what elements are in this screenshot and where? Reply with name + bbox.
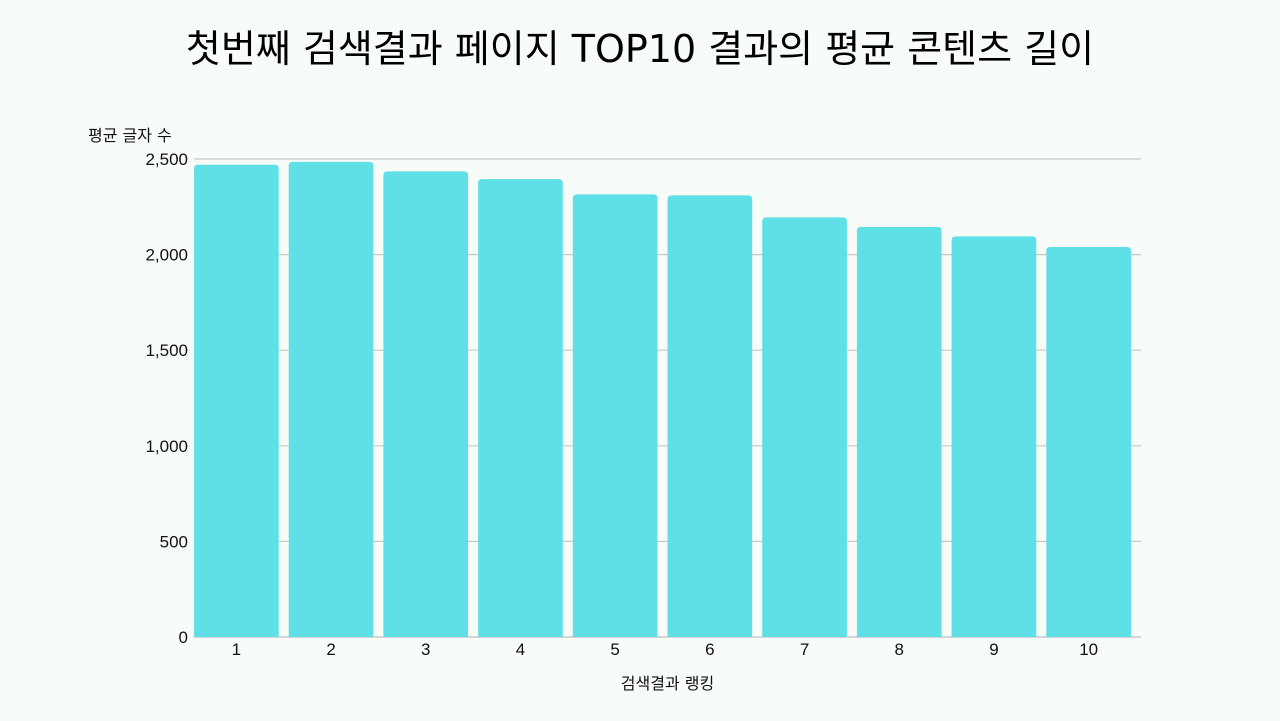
bars — [194, 161, 1131, 638]
x-tick-label: 4 — [516, 640, 525, 659]
bar-10 — [1046, 246, 1131, 637]
bar-4 — [478, 179, 563, 638]
bar-7 — [762, 217, 847, 638]
bar-6 — [667, 195, 753, 637]
y-tick-labels: 0 500 1,000 1,500 2,000 2,500 — [145, 150, 188, 647]
y-tick-label: 500 — [160, 532, 188, 551]
chart-title: 첫번째 검색결과 페이지 TOP10 결과의 평균 콘텐츠 길이 — [185, 27, 1095, 71]
x-tick-label: 2 — [326, 640, 335, 659]
x-tick-label: 1 — [232, 640, 241, 659]
x-tick-labels: 1 2 3 4 5 6 7 8 9 10 — [232, 640, 1098, 659]
y-tick-label: 1,500 — [145, 341, 188, 360]
y-tick-label: 2,500 — [145, 150, 188, 169]
bar-5 — [572, 194, 658, 637]
y-tick-label: 0 — [179, 628, 188, 647]
x-axis-label: 검색결과 랭킹 — [621, 674, 714, 693]
bar-3 — [383, 171, 469, 638]
x-tick-label: 7 — [800, 640, 809, 659]
x-tick-label: 10 — [1079, 640, 1098, 659]
x-tick-label: 9 — [989, 640, 998, 659]
x-tick-label: 3 — [421, 640, 430, 659]
bar-8 — [856, 226, 942, 637]
x-tick-label: 8 — [895, 640, 904, 659]
bar-1 — [194, 164, 279, 637]
y-axis-label: 평균 글자 수 — [88, 126, 172, 145]
bar-2 — [288, 161, 374, 638]
y-tick-label: 2,000 — [145, 246, 188, 265]
x-tick-label: 5 — [610, 640, 619, 659]
x-tick-label: 6 — [705, 640, 714, 659]
bar-9 — [951, 236, 1037, 637]
y-tick-label: 1,000 — [145, 437, 188, 456]
